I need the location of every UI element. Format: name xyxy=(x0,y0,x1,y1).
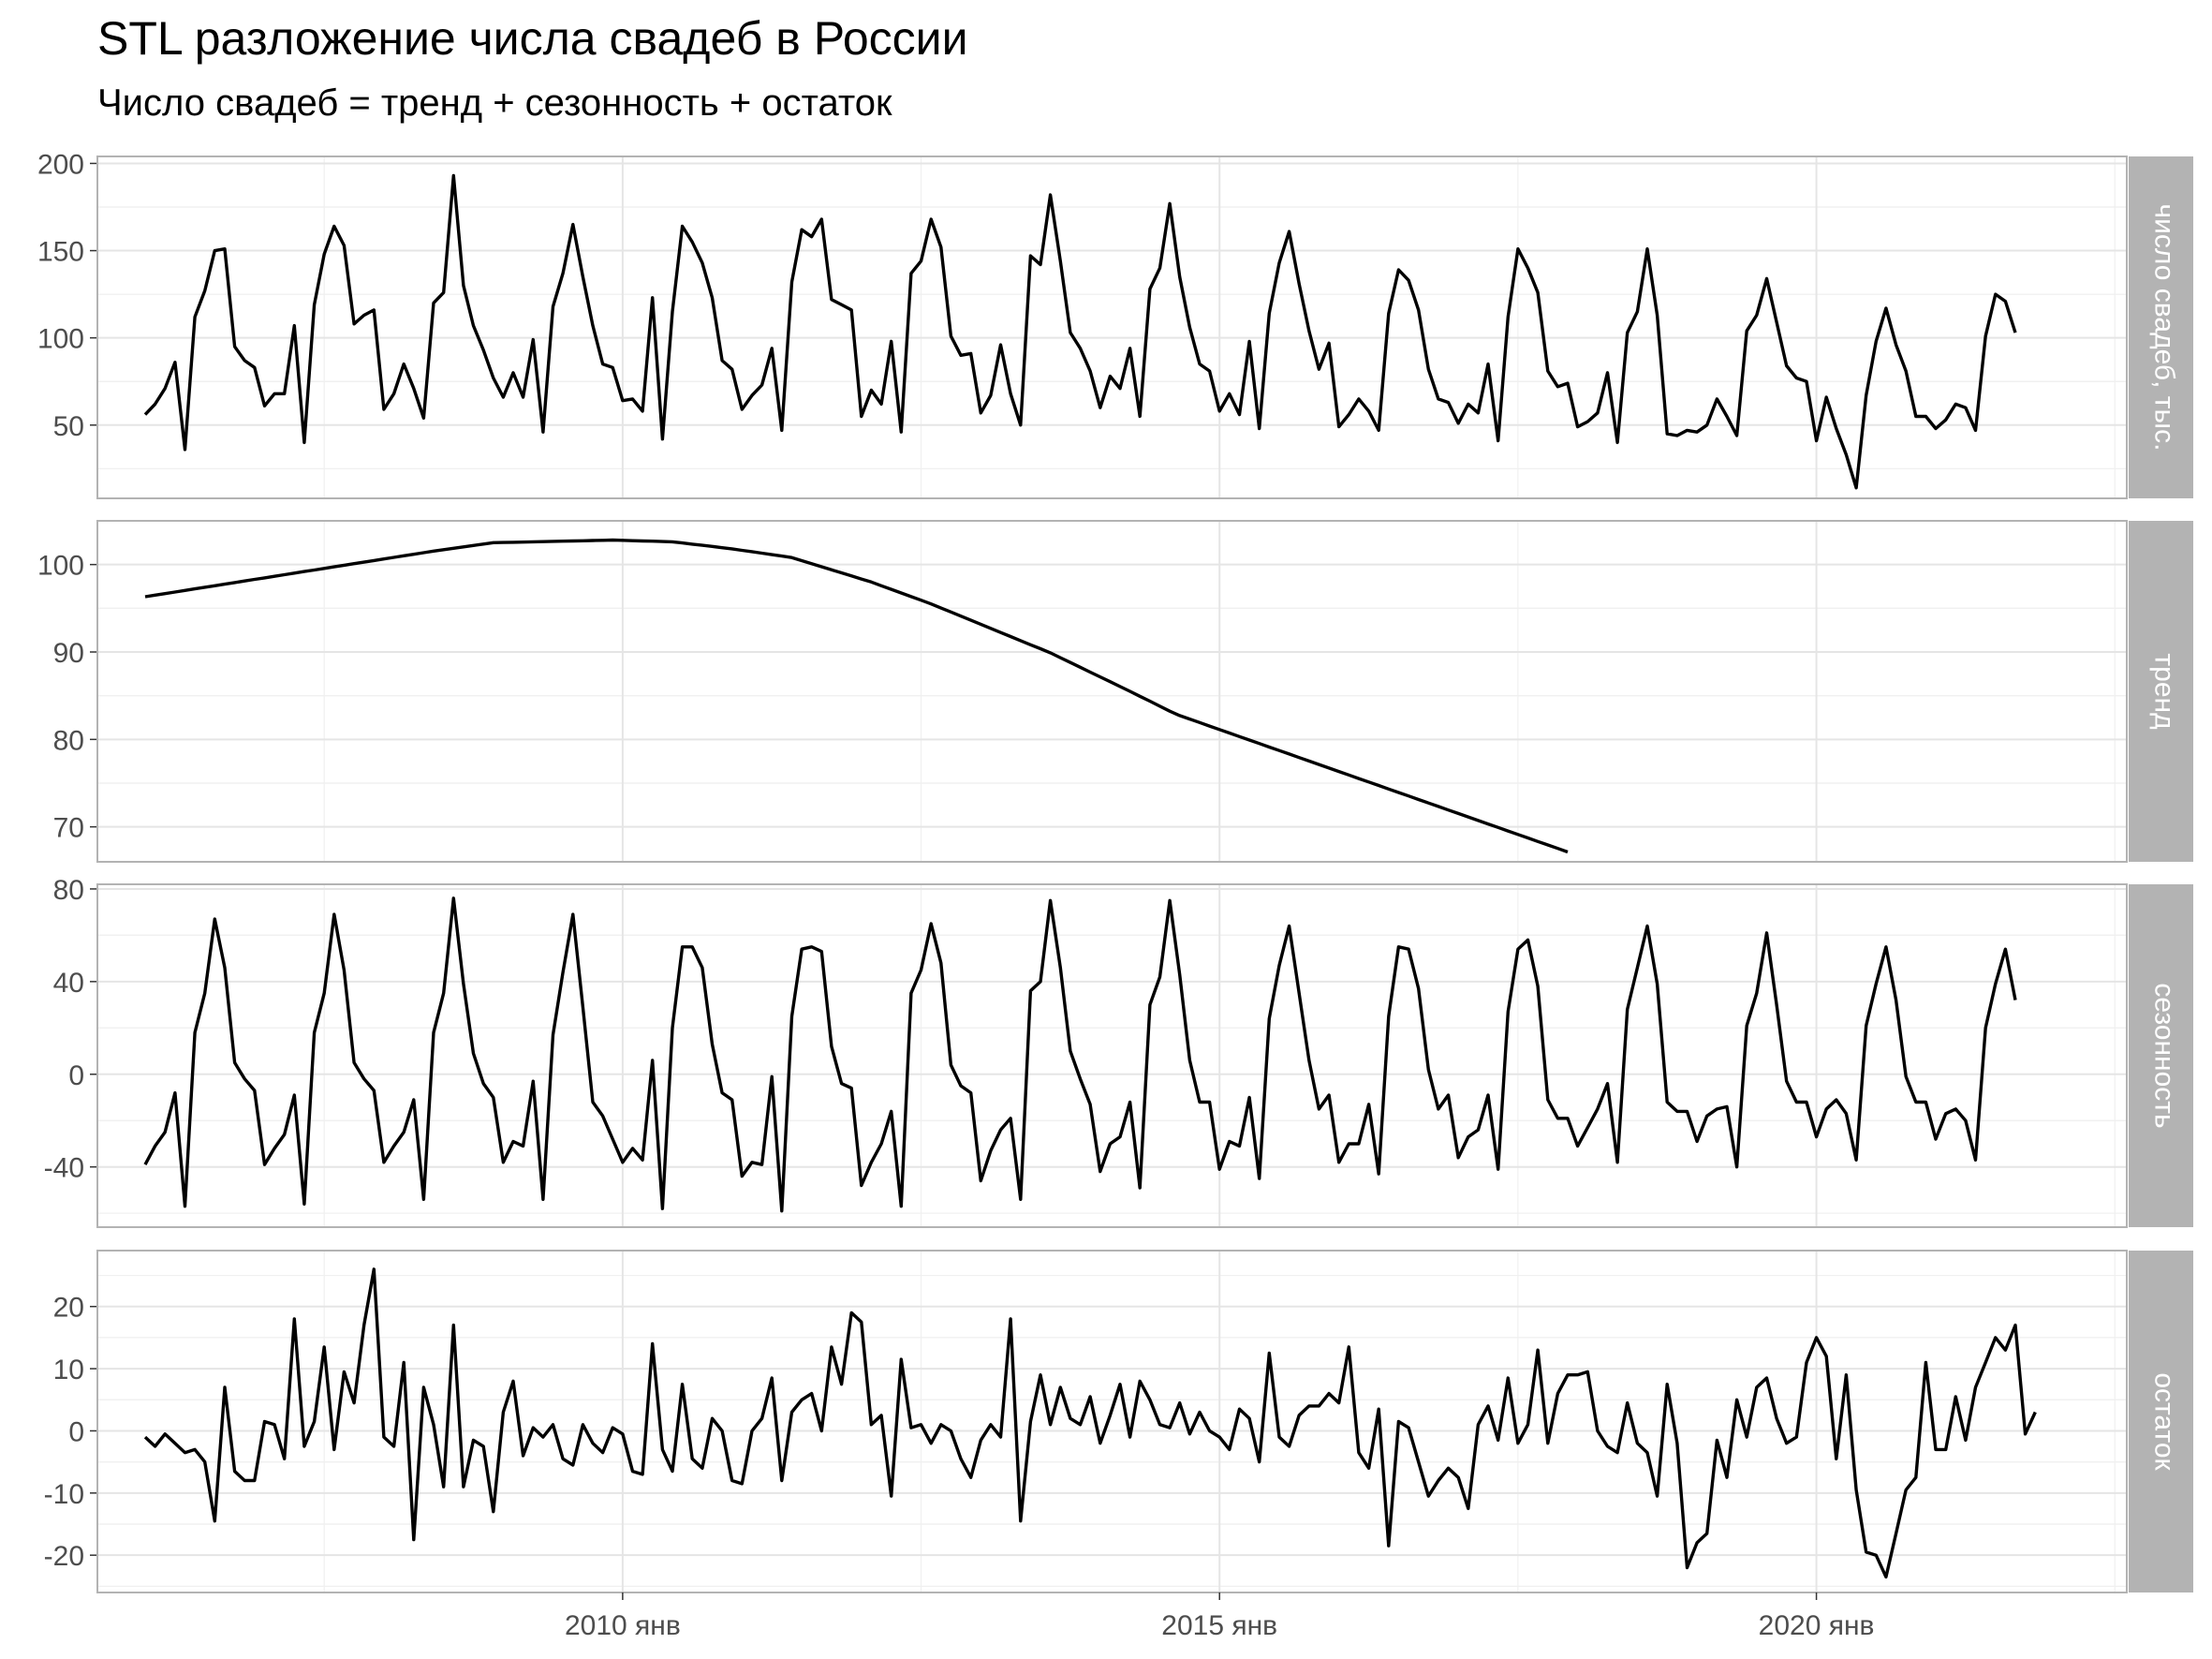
panel-border xyxy=(96,156,2128,499)
x-tick-label: 2020 янв xyxy=(1759,1610,1875,1641)
y-tick-label: 80 xyxy=(53,875,84,906)
panel-число-свадеб-тыс: 50 100 150 200 число свадеб, тыс. xyxy=(37,149,2193,499)
x-tick-label: 2010 янв xyxy=(565,1610,681,1641)
series-line-тренд xyxy=(144,538,1569,854)
facet-strip-label: тренд xyxy=(2149,653,2180,729)
chart-subtitle: Число свадеб = тренд + сезонность + оста… xyxy=(97,82,892,124)
y-tick-label: 0 xyxy=(68,1416,84,1447)
y-tick-label: 80 xyxy=(53,725,84,756)
y-tick-label: 150 xyxy=(37,237,84,268)
y-tick-label: 20 xyxy=(53,1293,84,1324)
facet-strip-label: остаток xyxy=(2149,1372,2180,1471)
y-tick-label: 100 xyxy=(37,324,84,355)
series-line-сезонность xyxy=(143,896,2017,1213)
panel-тренд: 70 80 90 100 тренд xyxy=(37,520,2193,863)
series-line-число-свадеб-тыс xyxy=(143,173,2017,490)
facet-strip xyxy=(2129,156,2193,498)
y-tick-label: 100 xyxy=(37,551,84,582)
facet-strip xyxy=(2129,521,2193,862)
facet-strip xyxy=(2129,884,2193,1227)
panel-остаток: -20 -10 0 10 20 остаток xyxy=(44,1250,2193,1593)
y-tick-label: -40 xyxy=(44,1153,84,1184)
facet-strip xyxy=(2129,1251,2193,1592)
y-tick-label: 70 xyxy=(53,813,84,844)
panel-border xyxy=(96,520,2128,863)
panel-border xyxy=(96,1250,2128,1593)
y-tick-label: -20 xyxy=(44,1541,84,1572)
y-tick-label: 200 xyxy=(37,149,84,180)
facet-strip-label: число свадеб, тыс. xyxy=(2149,204,2180,452)
x-tick-label: 2015 янв xyxy=(1161,1610,1277,1641)
series-line-остаток xyxy=(143,1267,2037,1579)
y-tick-label: -10 xyxy=(44,1479,84,1510)
panel-border xyxy=(96,883,2128,1228)
panel-сезонность: -40 0 40 80 сезонность xyxy=(44,875,2193,1228)
y-tick-label: 40 xyxy=(53,968,84,999)
y-tick-label: 50 xyxy=(53,411,84,442)
y-tick-label: 90 xyxy=(53,638,84,669)
chart-title: STL разложение числа свадеб в России xyxy=(97,12,968,65)
facet-strip-label: сезонность xyxy=(2149,983,2180,1128)
y-tick-label: 10 xyxy=(53,1355,84,1385)
y-tick-label: 0 xyxy=(68,1060,84,1091)
